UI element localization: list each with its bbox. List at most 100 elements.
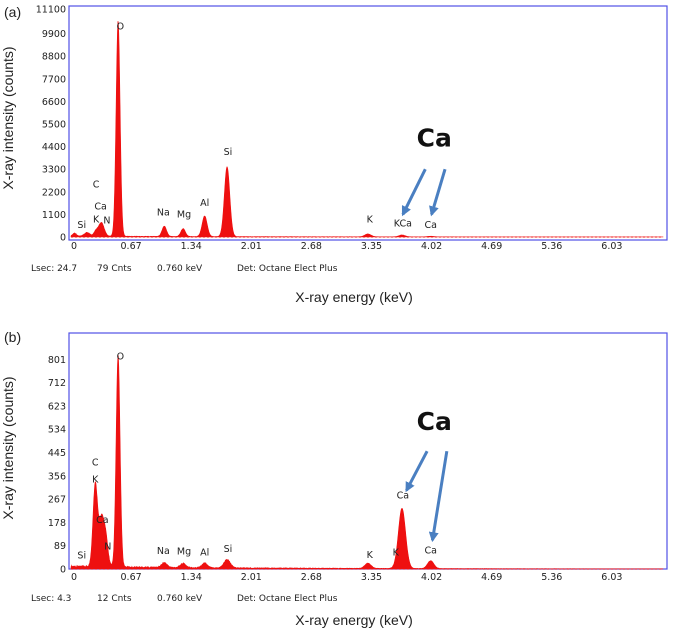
element-label: K (393, 547, 400, 558)
y-tick-label: 8800 (42, 52, 66, 63)
y-tick-label: 9900 (42, 29, 66, 40)
element-label: Si (224, 544, 233, 555)
x-tick-label: 4.02 (421, 241, 442, 252)
element-label: N (104, 541, 111, 552)
element-label: K (92, 475, 99, 486)
x-axis-title: X-ray energy (keV) (295, 612, 412, 628)
y-tick-labels: 0 89 178 267 356 445 534 623 712 801 (48, 355, 66, 576)
y-tick-label: 5500 (42, 120, 66, 131)
x-tick-label: 2.68 (301, 572, 322, 583)
y-tick-label: 445 (48, 448, 66, 459)
y-tick-labels: 0 1100 2200 3300 4400 5500 6600 7700 8800 9900 111… (36, 5, 66, 244)
element-label: KCa (394, 219, 412, 230)
y-tick-label: 4400 (42, 142, 66, 153)
y-tick-label: 801 (48, 355, 66, 366)
y-tick-label: 7700 (42, 74, 66, 85)
x-tick-label: 6.03 (601, 572, 622, 583)
element-label: N (103, 216, 110, 227)
element-label: Na (157, 546, 170, 557)
spectrum-area (70, 355, 664, 570)
status-bar: Lsec: 4.3 12 Cnts 0.760 keV Det: Octane Ele… (31, 594, 338, 604)
callout-arrows (405, 450, 449, 543)
x-axis-title: X-ray energy (keV) (295, 289, 412, 305)
y-tick-label: 712 (48, 378, 66, 389)
x-tick-label: 0.67 (121, 241, 142, 252)
y-axis-title: X-ray intensity (counts) (0, 376, 16, 519)
y-tick-label: 11100 (36, 5, 66, 16)
y-tick-label: 2200 (42, 187, 66, 198)
x-tick-label: 4.69 (481, 241, 502, 252)
y-tick-label: 623 (48, 401, 66, 412)
callout-label: Ca (417, 124, 452, 153)
arrow (405, 450, 429, 493)
y-tick-label: 267 (48, 495, 66, 506)
callout-label: Ca (417, 407, 452, 436)
arrow (429, 168, 447, 217)
x-tick-label: 0.67 (121, 572, 142, 583)
element-label: K (367, 550, 374, 561)
chart-panel-b: (b) 0 89 178 267 356 445 534 623 712 801 0 0.67 1.34 2… (0, 329, 668, 628)
element-label: Al (200, 547, 209, 558)
x-tick-labels: 0 0.67 1.34 2.01 2.68 3.35 4.02 4.69 5.36 6.03 (71, 572, 622, 583)
status-energy: 0.760 keV (157, 594, 203, 604)
element-label: O (117, 352, 124, 363)
element-label: C (93, 180, 100, 191)
element-label: Mg (177, 209, 191, 220)
element-label: Ca (397, 490, 409, 501)
arrow (401, 168, 427, 217)
status-detector: Det: Octane Elect Plus (237, 264, 338, 274)
element-label: K (367, 215, 374, 226)
status-lsec: Lsec: 24.7 (31, 264, 77, 274)
status-energy: 0.760 keV (157, 264, 203, 274)
status-bar: Lsec: 24.7 79 Cnts 0.760 keV Det: Octane El… (31, 264, 338, 274)
y-tick-label: 89 (54, 541, 66, 552)
panel-label: (b) (4, 329, 21, 345)
x-tick-label: 0 (71, 572, 77, 583)
status-lsec: Lsec: 4.3 (31, 594, 71, 604)
y-tick-label: 0 (60, 565, 66, 576)
arrow (428, 450, 449, 543)
x-tick-label: 0 (71, 241, 77, 252)
element-label: Si (224, 147, 233, 158)
x-tick-label: 2.01 (241, 572, 262, 583)
spectrum-area (70, 21, 664, 238)
y-tick-label: 178 (48, 518, 66, 529)
element-label: Ca (96, 515, 108, 526)
y-tick-label: 356 (48, 471, 66, 482)
x-tick-label: 4.69 (481, 572, 502, 583)
element-label: Ca (94, 201, 106, 212)
y-axis-title: X-ray intensity (counts) (0, 46, 16, 189)
y-tick-label: 6600 (42, 97, 66, 108)
element-label: Ca (424, 220, 436, 231)
x-tick-label: 4.02 (421, 572, 442, 583)
y-tick-label: 1100 (42, 210, 66, 221)
status-detector: Det: Octane Elect Plus (237, 594, 338, 604)
x-tick-label: 6.03 (601, 241, 622, 252)
x-tick-label: 2.01 (241, 241, 262, 252)
x-tick-label: 1.34 (181, 241, 202, 252)
x-tick-label: 5.36 (541, 241, 562, 252)
status-counts: 79 Cnts (97, 264, 132, 274)
element-label: O (117, 22, 124, 33)
y-tick-label: 534 (48, 425, 66, 436)
x-tick-labels: 0 0.67 1.34 2.01 2.68 3.35 4.02 4.69 5.36 6.03 (71, 241, 622, 252)
x-tick-label: 5.36 (541, 572, 562, 583)
element-label: K (93, 215, 100, 226)
chart-panel-a: (a) 0 1100 2200 3300 4400 5500 6600 7700 8800 9900… (0, 4, 668, 305)
element-label: Ca (424, 545, 436, 556)
plot-frame (68, 5, 668, 241)
y-tick-label: 3300 (42, 165, 66, 176)
callout-arrows (401, 168, 447, 217)
element-label: Al (200, 198, 209, 209)
x-tick-label: 1.34 (181, 572, 202, 583)
x-tick-label: 3.35 (361, 572, 382, 583)
element-label: C (92, 458, 99, 469)
y-tick-label: 0 (60, 233, 66, 244)
status-counts: 12 Cnts (97, 594, 132, 604)
panel-label: (a) (4, 4, 21, 20)
plot-frame (68, 332, 668, 570)
element-label: Mg (177, 547, 191, 558)
